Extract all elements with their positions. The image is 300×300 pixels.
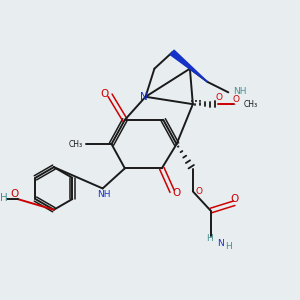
Text: methoxy: methoxy (231, 103, 237, 105)
Text: H: H (206, 234, 212, 243)
Text: CH₃: CH₃ (69, 140, 83, 148)
Text: NH: NH (98, 190, 111, 200)
Text: NH: NH (233, 87, 246, 96)
Text: H: H (225, 242, 232, 251)
Text: O: O (216, 93, 223, 102)
Polygon shape (170, 50, 208, 82)
Text: N: N (140, 92, 148, 102)
Text: O: O (232, 95, 239, 104)
Text: O: O (196, 187, 203, 196)
Text: O: O (10, 189, 18, 199)
Text: N: N (218, 239, 224, 248)
Text: O: O (172, 188, 181, 198)
Text: H: H (0, 193, 8, 202)
Text: •••: ••• (190, 99, 202, 105)
Text: O: O (100, 89, 109, 99)
Text: CH₃: CH₃ (243, 100, 258, 109)
Text: O: O (230, 194, 238, 204)
